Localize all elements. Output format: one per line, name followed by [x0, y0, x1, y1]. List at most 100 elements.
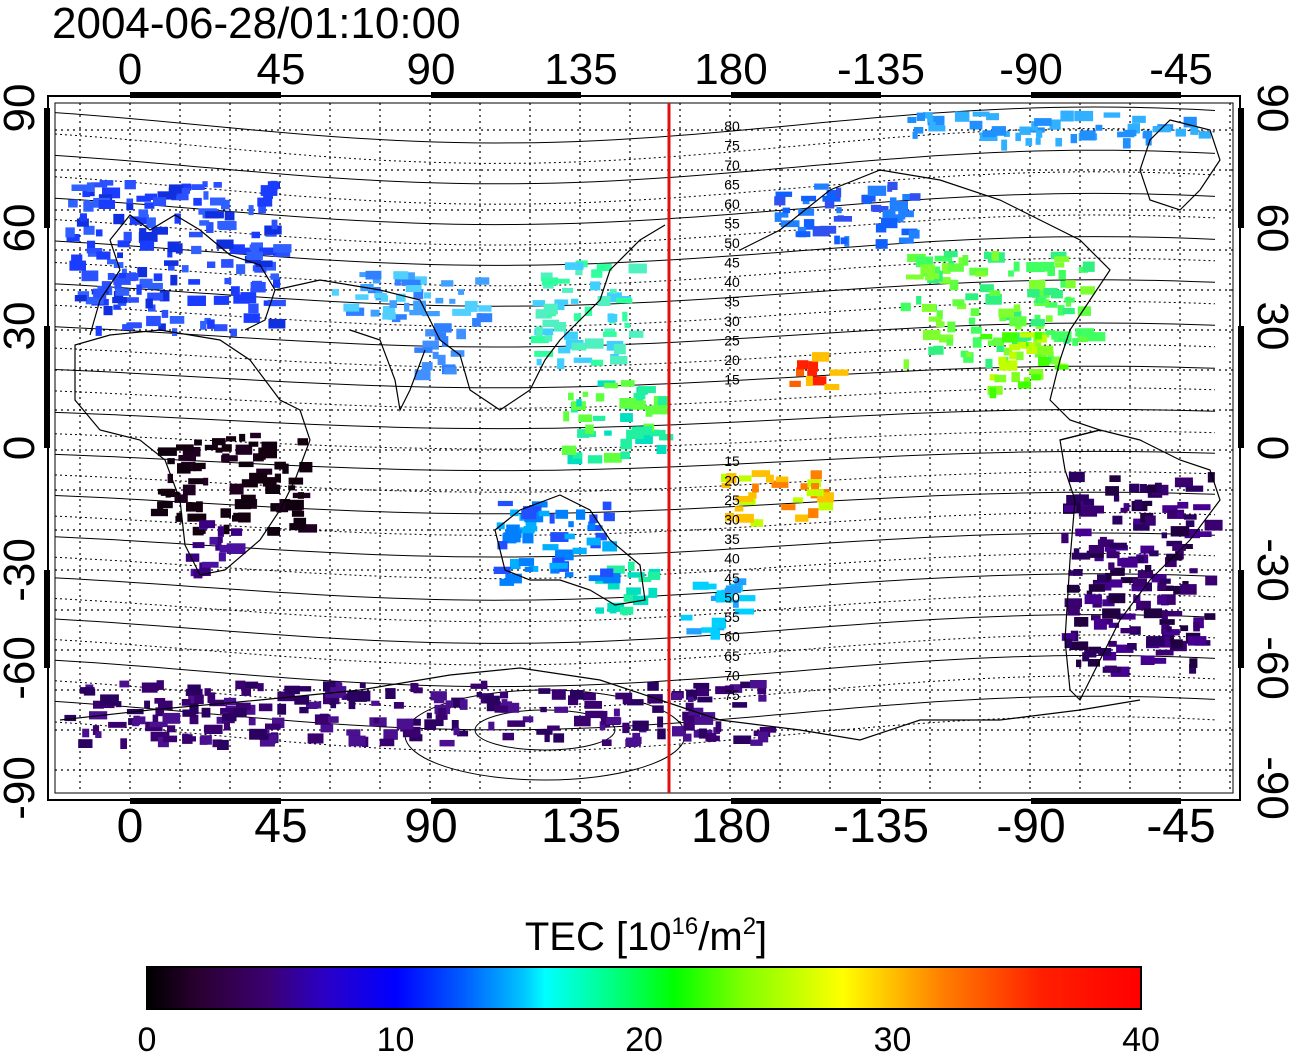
magnetic-contour: [54, 192, 1216, 226]
tec-cell: [1195, 531, 1212, 537]
tec-cell: [226, 543, 246, 554]
tec-cell: [748, 492, 757, 499]
tec-cell: [161, 309, 169, 318]
tec-cell: [936, 321, 945, 328]
tec-cell: [147, 282, 163, 290]
tec-cell: [1079, 130, 1096, 141]
tec-cell: [810, 376, 827, 386]
tec-cell: [181, 183, 191, 191]
tec-cell: [233, 709, 244, 718]
tec-cell: [750, 739, 763, 746]
tec-cell: [257, 197, 273, 207]
tec-cell: [158, 700, 173, 710]
tec-cell: [1002, 332, 1018, 343]
tec-cell: [1149, 550, 1159, 557]
tec-cell: [628, 330, 644, 338]
axis-tick-label: 45: [257, 45, 306, 94]
tec-cell: [900, 302, 911, 312]
contour-labels: 80 75 70 65 60 55 50 45 40 35 30 25 20 15 15 20 25 30 35 40…: [724, 118, 740, 703]
tec-cell: [619, 606, 634, 615]
tec-cell: [126, 322, 142, 329]
tec-cell: [233, 294, 250, 304]
tec-cell: [451, 720, 459, 731]
tec-cell: [1062, 308, 1075, 315]
tec-cell: [936, 310, 943, 320]
tec-cell: [175, 515, 183, 522]
tec-cell: [1086, 505, 1104, 514]
axis-tick-label: -45: [1146, 800, 1215, 853]
tec-cell: [524, 566, 533, 572]
tec-cell: [619, 398, 637, 409]
tec-cell: [381, 295, 389, 302]
tec-cell: [235, 680, 246, 690]
tec-cell: [250, 282, 266, 293]
tec-cell: [181, 699, 191, 706]
tec-cell: [577, 429, 590, 438]
tec-cell: [774, 196, 786, 206]
tec-cell: [174, 213, 181, 224]
tec-cell: [217, 221, 237, 229]
tec-cell: [251, 231, 260, 239]
tec-cell: [595, 532, 607, 541]
tec-cell: [975, 271, 987, 277]
tec-cell: [812, 226, 830, 237]
tec-cell: [299, 706, 309, 714]
tec-cell: [836, 207, 842, 214]
tec-cell: [1046, 330, 1055, 336]
tec-cell: [1028, 342, 1036, 352]
frame-tick-bar: [1031, 798, 1181, 804]
axis-tick-label: 135: [541, 800, 621, 853]
tec-cell: [970, 326, 982, 334]
tec-cell: [715, 721, 722, 733]
tec-cell: [928, 316, 942, 322]
tec-cell: [359, 272, 370, 278]
longitude-labels-top: 0 45 90 135 180 -135 -90 -45: [118, 45, 1213, 94]
tec-cell: [187, 513, 207, 522]
tec-cell: [571, 342, 587, 351]
tec-cell: [297, 438, 308, 446]
tec-cell: [870, 204, 882, 212]
tec-cell: [965, 351, 972, 358]
tec-cell: [582, 391, 588, 397]
tec-cell: [470, 683, 488, 689]
tec-cell: [171, 191, 189, 201]
tec-cell: [1057, 305, 1065, 316]
tec-cell: [1170, 526, 1190, 537]
tec-cell: [1060, 110, 1074, 122]
tec-cell: [758, 694, 767, 702]
tec-cell: [916, 112, 925, 121]
tec-cell: [735, 608, 755, 615]
tec-cell: [586, 537, 601, 546]
tec-cell: [95, 731, 102, 738]
tec-cell: [1009, 351, 1017, 360]
tec-cell: [602, 501, 612, 511]
tec-cell: [341, 693, 351, 700]
tec-cell: [220, 707, 237, 715]
tec-cell: [444, 367, 457, 375]
tec-cell: [244, 681, 259, 689]
tec-cell: [1084, 594, 1102, 605]
tec-cell: [1047, 351, 1054, 361]
tec-cell: [271, 219, 278, 230]
tec-cell: [1072, 338, 1079, 346]
tec-cell: [256, 468, 273, 475]
magnetic-contour: [54, 149, 1216, 185]
tec-cell: [1185, 520, 1195, 527]
tec-cell: [649, 430, 666, 437]
tec-cell: [836, 187, 842, 198]
tec-cell: [782, 207, 791, 214]
contour-label: 55: [724, 609, 740, 625]
tec-cell: [683, 720, 695, 731]
tec-cell: [1134, 499, 1143, 510]
tec-cell: [186, 502, 203, 512]
tec-cell: [610, 356, 628, 365]
tec-cell: [230, 528, 243, 536]
tec-cell: [949, 279, 959, 291]
tec-cell: [1015, 132, 1021, 142]
tec-cell: [409, 309, 425, 316]
tec-cell: [199, 520, 216, 529]
tec-cell: [152, 714, 159, 725]
tec-cell: [1110, 567, 1125, 576]
tec-cell: [1193, 621, 1200, 632]
latitude-labels-right: 90 60 30 0 -30 -60 -90: [1248, 84, 1292, 820]
